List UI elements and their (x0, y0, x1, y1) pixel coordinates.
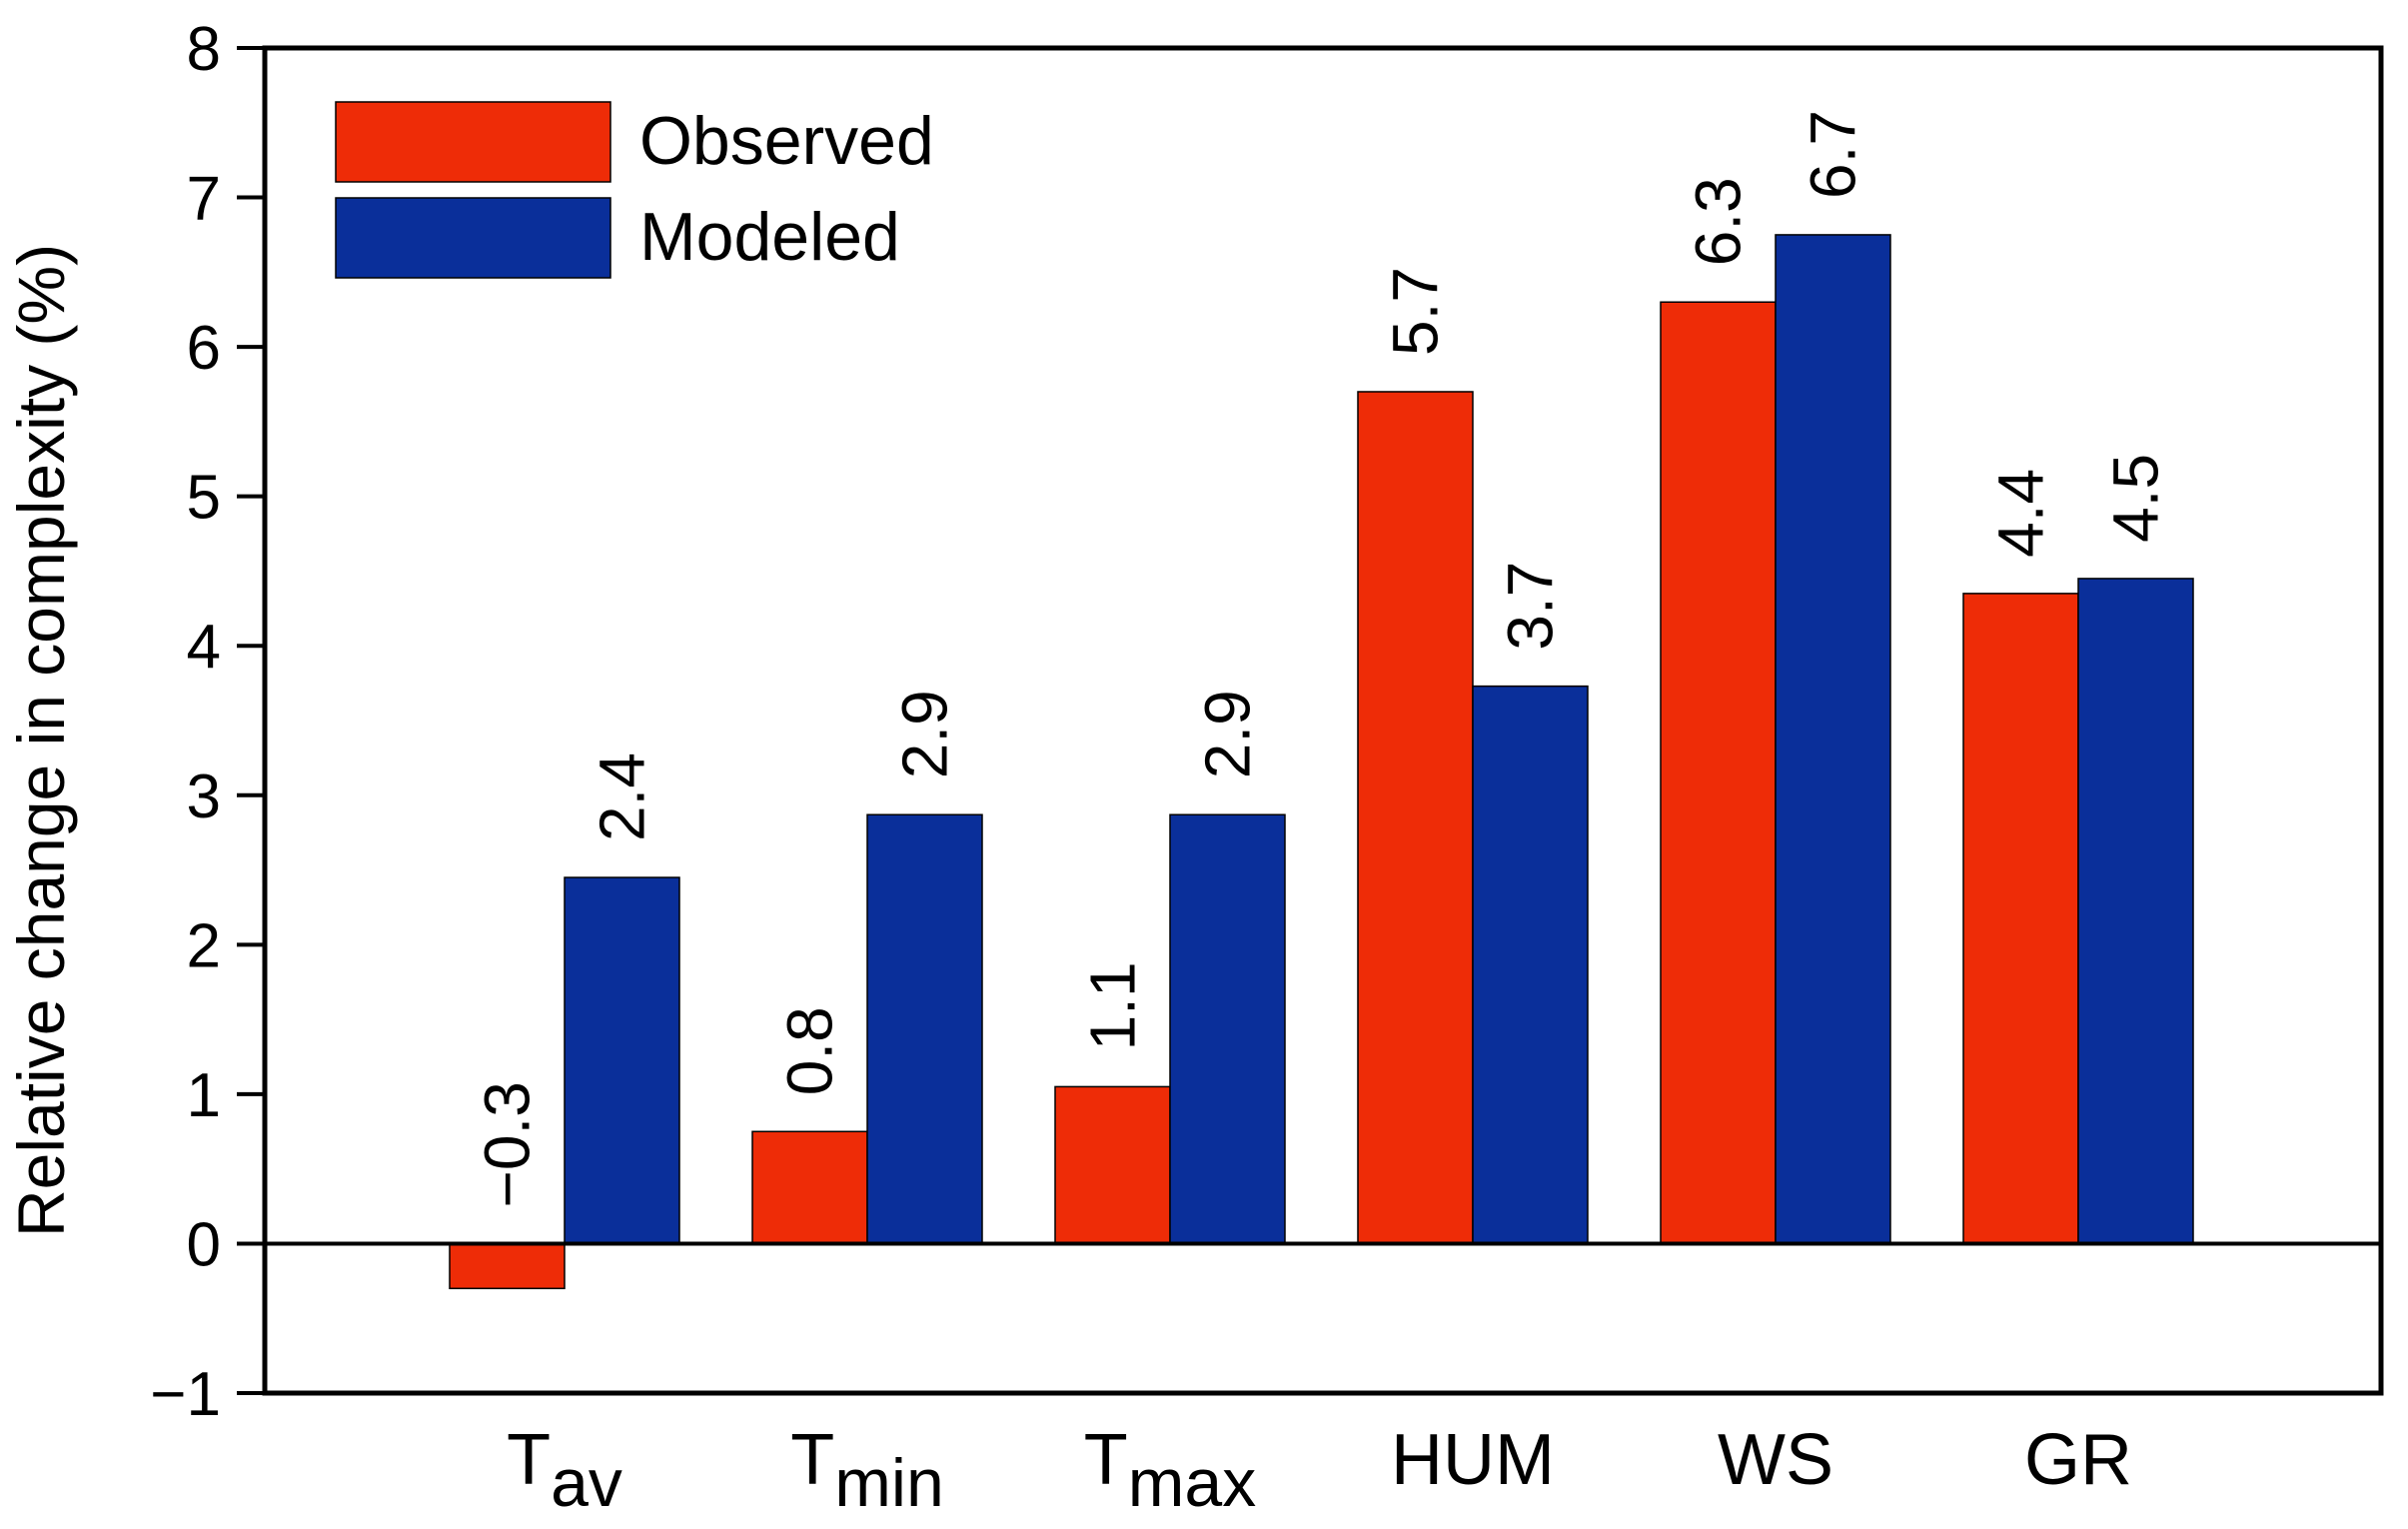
legend-label-observed: Observed (639, 103, 934, 179)
legend-swatch-observed (335, 101, 611, 183)
bar-value-label: 4.4 (1985, 469, 2057, 558)
y-tick-label: 5 (187, 464, 221, 533)
y-tick-label: 7 (187, 165, 221, 234)
x-category-label: GR (2024, 1420, 2132, 1500)
y-axis: −1 0 1 2 3 4 5 6 7 8 (150, 15, 265, 1429)
bar-value-label: 4.5 (2100, 454, 2172, 543)
y-tick-label: 1 (187, 1061, 221, 1130)
x-category-label: WS (1718, 1420, 1833, 1500)
bar-value-label: 2.4 (587, 753, 658, 841)
bar-value-label: 3.7 (1495, 562, 1567, 651)
plot-frame (262, 45, 2384, 1396)
x-category-label: Tav (507, 1420, 622, 1521)
bar-value-label: 0.8 (774, 1006, 846, 1095)
x-category-label: Tmax (1084, 1420, 1256, 1521)
bar-observed (449, 1242, 566, 1290)
y-axis-title: Relative change in complexity (%) (4, 244, 78, 1237)
bar-modeled (564, 876, 680, 1245)
y-tick-label: 2 (187, 911, 221, 980)
bar-observed (751, 1130, 868, 1245)
bar-value-label: 5.7 (1380, 267, 1452, 356)
bar-observed (1962, 593, 2079, 1245)
bar-value-label: 2.9 (1192, 690, 1264, 778)
bar-observed (1054, 1085, 1171, 1245)
bar-modeled (1775, 234, 1891, 1245)
bar-observed (1660, 301, 1777, 1245)
legend-label-modeled: Modeled (639, 199, 900, 275)
y-tick-label: 0 (187, 1210, 221, 1279)
y-tick-label: 4 (187, 613, 221, 682)
bar-modeled (866, 813, 983, 1245)
bar-observed (1357, 391, 1474, 1245)
x-axis-categories: Tav Tmin Tmax HUM WS GR (507, 1420, 2132, 1521)
bar-modeled (1472, 685, 1589, 1245)
bar-modeled (1169, 813, 1286, 1245)
y-tick-label: −1 (150, 1360, 221, 1429)
bar-value-label: 6.7 (1798, 110, 1869, 199)
legend-swatch-modeled (335, 197, 611, 279)
y-tick-label: 6 (187, 314, 221, 383)
bar-value-labels: −0.3 2.4 0.8 2.9 1.1 2.9 5.7 3.7 6.3 6.7 4.4 4.5 (472, 110, 2172, 1207)
bar-value-label: 1.1 (1077, 961, 1149, 1050)
y-tick-label: 3 (187, 763, 221, 831)
bar-value-label: 6.3 (1683, 177, 1755, 266)
bar-modeled (2077, 578, 2194, 1245)
bar-value-label: −0.3 (472, 1081, 544, 1207)
y-tick-label: 8 (187, 15, 221, 84)
bars-layer (449, 234, 2194, 1290)
bar-value-label: 2.9 (889, 690, 961, 778)
x-category-label: HUM (1391, 1420, 1555, 1500)
x-category-label: Tmin (790, 1420, 944, 1521)
legend: Observed Modeled (335, 101, 934, 279)
